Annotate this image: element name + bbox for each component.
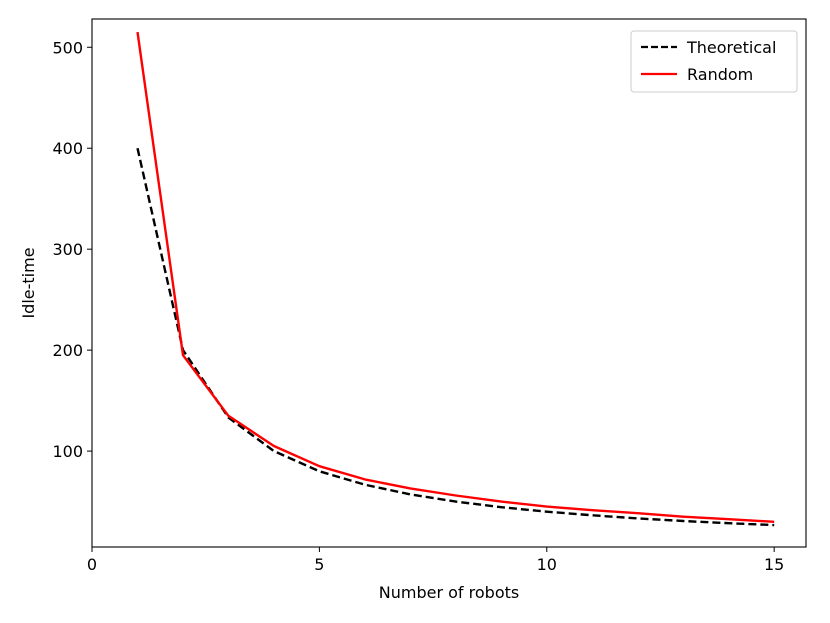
x-tick-label: 0 [87, 555, 97, 574]
x-tick-label: 15 [764, 555, 784, 574]
y-tick-label: 300 [52, 240, 83, 259]
y-axis-title: Idle-time [19, 247, 38, 318]
y-tick-label: 100 [52, 442, 83, 461]
y-tick-label: 500 [52, 38, 83, 57]
legend-label-random: Random [687, 65, 753, 84]
series-line-theoretical [136, 147, 775, 527]
legend: Theoretical Random [630, 30, 798, 93]
y-tick-label: 400 [52, 139, 83, 158]
y-tick-label: 200 [52, 341, 83, 360]
x-tick-label: 10 [537, 555, 557, 574]
plot-area [91, 18, 807, 548]
x-tick-label: 5 [314, 555, 324, 574]
x-axis-title: Number of robots [379, 583, 519, 602]
legend-label-theoretical: Theoretical [686, 38, 776, 57]
series-line-random [136, 31, 775, 523]
